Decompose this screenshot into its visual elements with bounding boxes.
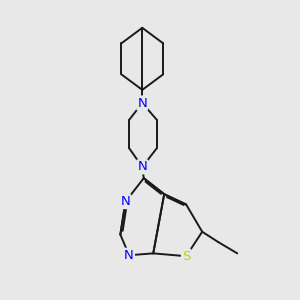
Text: S: S [182, 250, 190, 263]
Text: N: N [121, 195, 130, 208]
Text: N: N [124, 249, 134, 262]
Text: N: N [137, 97, 147, 110]
Text: N: N [137, 160, 147, 173]
